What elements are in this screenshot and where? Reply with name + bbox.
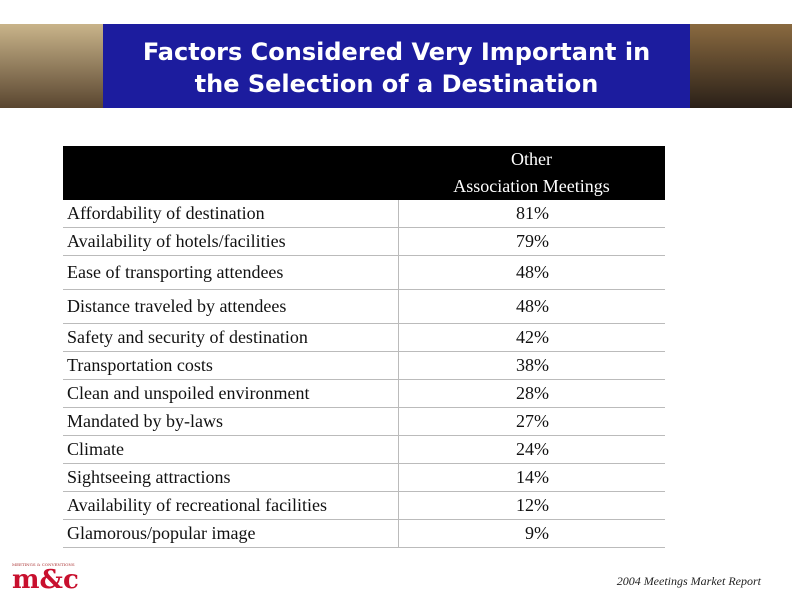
table-row: Ease of transporting attendees 48% <box>63 255 665 290</box>
label-cell: Availability of recreational facilities <box>63 491 398 520</box>
logo: MEETINGS & CONVENTIONS m&c <box>12 562 92 593</box>
table-row: Mandated by by-laws 27% <box>63 407 665 436</box>
label-cell: Distance traveled by attendees <box>63 289 398 324</box>
table-row: Climate 24% <box>63 435 665 464</box>
logo-tagline: MEETINGS & CONVENTIONS <box>12 562 75 567</box>
table-row: Clean and unspoiled environment 28% <box>63 379 665 408</box>
label-cell: Affordability of destination <box>63 200 398 228</box>
photo-left <box>0 24 103 108</box>
header-blank <box>63 146 398 200</box>
table-row: Glamorous/popular image 9% <box>63 519 665 548</box>
label-cell: Clean and unspoiled environment <box>63 379 398 408</box>
label-cell: Sightseeing attractions <box>63 463 398 492</box>
value-cell: 42% <box>397 323 665 352</box>
header-line: Other <box>511 149 552 169</box>
table-row: Availability of recreational facilities 1… <box>63 491 665 520</box>
table-row: Transportation costs 38% <box>63 351 665 380</box>
value-cell: 24% <box>397 435 665 464</box>
table: Other Association Meetings Affordability … <box>63 146 665 548</box>
value-cell: 12% <box>397 491 665 520</box>
title-line: Factors Considered Very Important in <box>142 38 651 66</box>
value-cell: 27% <box>397 407 665 436</box>
label-cell: Mandated by by-laws <box>63 407 398 436</box>
logo-mark: m&c <box>12 565 79 595</box>
table-row: Sightseeing attractions 14% <box>63 463 665 492</box>
value-cell: 14% <box>397 463 665 492</box>
value-cell: 28% <box>397 379 665 408</box>
value-cell: 48% <box>397 255 665 290</box>
table-row: Affordability of destination 81% <box>63 200 665 228</box>
column-header: Other Association Meetings <box>398 146 665 200</box>
title-banner: Factors Considered Very Important in the… <box>103 24 690 108</box>
label-cell: Climate <box>63 435 398 464</box>
label-cell: Ease of transporting attendees <box>63 255 398 290</box>
value-cell: 9% <box>397 519 665 548</box>
source: 2004 Meetings Market Report <box>616 574 761 588</box>
table-row: Availability of hotels/facilities 79% <box>63 227 665 256</box>
value-cell: 79% <box>397 227 665 256</box>
value-cell: 48% <box>397 289 665 324</box>
label-cell: Transportation costs <box>63 351 398 380</box>
header-line: Association Meetings <box>453 176 610 196</box>
label-cell: Glamorous/popular image <box>63 519 398 548</box>
table-row: Distance traveled by attendees 48% <box>63 289 665 324</box>
label-cell: Availability of hotels/facilities <box>63 227 398 256</box>
table-row: Safety and security of destination 42% <box>63 323 665 352</box>
value-cell: 81% <box>397 200 665 228</box>
value-cell: 38% <box>397 351 665 380</box>
photo-right <box>690 24 792 108</box>
label-cell: Safety and security of destination <box>63 323 398 352</box>
title-line: the Selection of a Destination <box>194 70 599 98</box>
